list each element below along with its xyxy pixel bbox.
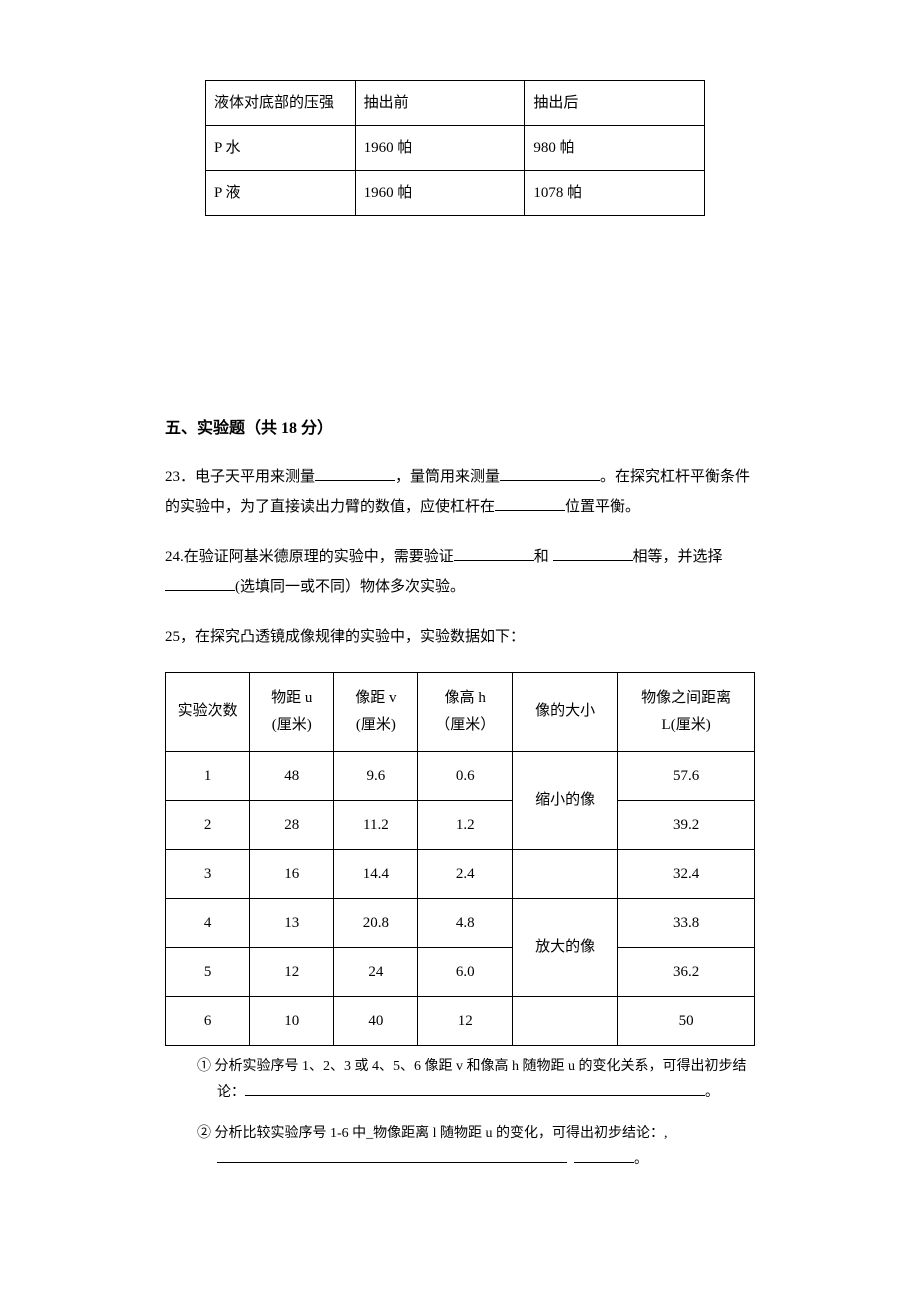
table-cell: 1960 帕 — [355, 126, 525, 171]
table-cell: 2 — [166, 800, 250, 849]
table-cell: 32.4 — [618, 849, 755, 898]
lens-data-table: 实验次数 物距 u(厘米) 像距 v(厘米) 像高 h（厘米） 像的大小 物像之… — [165, 672, 755, 1046]
q23-text: ，量筒用来测量 — [395, 469, 500, 485]
table-header-cell: 像的大小 — [513, 672, 618, 751]
table-row: 2 28 11.2 1.2 39.2 — [166, 800, 755, 849]
sub1-end: 。 — [705, 1085, 719, 1100]
blank-field — [165, 590, 235, 591]
table-row: 5 12 24 6.0 36.2 — [166, 947, 755, 996]
table-cell — [513, 849, 618, 898]
q24-text: 相等，并选择 — [633, 549, 723, 565]
table-cell: 10 — [250, 996, 334, 1045]
table-cell-merged: 放大的像 — [513, 898, 618, 996]
table-cell: 3 — [166, 849, 250, 898]
q24-text: (选填同一或不同）物体多次实验。 — [235, 579, 465, 595]
table-cell — [513, 996, 618, 1045]
table-cell: 1078 帕 — [525, 171, 705, 216]
table-cell: 11.2 — [334, 800, 418, 849]
table-cell: 13 — [250, 898, 334, 947]
question-24: 24.在验证阿基米德原理的实验中，需要验证 和 相等，并选择 (选填同一或不同）物体… — [165, 542, 755, 602]
table-cell: 39.2 — [618, 800, 755, 849]
q24-text: 24.在验证阿基米德原理的实验中，需要验证 — [165, 549, 454, 565]
table-header-cell: 液体对底部的压强 — [206, 81, 356, 126]
marker: ① — [197, 1059, 211, 1074]
blank-field — [500, 480, 600, 481]
table-cell: 12 — [250, 947, 334, 996]
blank-field — [305, 1095, 705, 1096]
table-row: 1 48 9.6 0.6 缩小的像 57.6 — [166, 751, 755, 800]
sub2-end: 。 — [634, 1152, 648, 1167]
question-23: 23．电子天平用来测量，量筒用来测量。在探究杠杆平衡条件的实验中，为了直接读出力… — [165, 462, 755, 522]
table-cell: 40 — [334, 996, 418, 1045]
table-row: P 水 1960 帕 980 帕 — [206, 126, 705, 171]
blank-field — [553, 560, 633, 561]
table-cell: 1960 帕 — [355, 171, 525, 216]
table-cell: 9.6 — [334, 751, 418, 800]
table-header-cell: 抽出前 — [355, 81, 525, 126]
table-cell: 16 — [250, 849, 334, 898]
blank-field — [245, 1095, 305, 1096]
table-cell: 6.0 — [418, 947, 513, 996]
table-cell: 36.2 — [618, 947, 755, 996]
table-row: 6 10 40 12 50 — [166, 996, 755, 1045]
question-25-intro: 25，在探究凸透镜成像规律的实验中，实验数据如下： — [165, 622, 755, 652]
table-header-cell: 物距 u(厘米) — [250, 672, 334, 751]
table-cell: 5 — [166, 947, 250, 996]
blank-field — [454, 560, 534, 561]
table-cell: 4.8 — [418, 898, 513, 947]
table-header-row: 实验次数 物距 u(厘米) 像距 v(厘米) 像高 h（厘米） 像的大小 物像之… — [166, 672, 755, 751]
q23-text: 23．电子天平用来测量 — [165, 469, 315, 485]
pressure-table: 液体对底部的压强 抽出前 抽出后 P 水 1960 帕 980 帕 P 液 19… — [205, 80, 705, 216]
table-row: 4 13 20.8 4.8 放大的像 33.8 — [166, 898, 755, 947]
table-cell: 20.8 — [334, 898, 418, 947]
table-cell: 28 — [250, 800, 334, 849]
table-cell: 33.8 — [618, 898, 755, 947]
table-cell: 0.6 — [418, 751, 513, 800]
table-row: P 液 1960 帕 1078 帕 — [206, 171, 705, 216]
q24-text: 和 — [534, 549, 553, 565]
sub-question-2: ② 分析比较实验序号 1-6 中_物像距离 l 随物距 u 的变化，可得出初步结… — [197, 1121, 755, 1174]
table-cell: 24 — [334, 947, 418, 996]
blank-field — [315, 480, 395, 481]
table-cell: P 水 — [206, 126, 356, 171]
table-cell: 1 — [166, 751, 250, 800]
table-cell: 57.6 — [618, 751, 755, 800]
table-header-cell: 实验次数 — [166, 672, 250, 751]
table-cell: 1.2 — [418, 800, 513, 849]
table-cell: 980 帕 — [525, 126, 705, 171]
q23-text: 位置平衡。 — [565, 499, 640, 515]
table-cell: 6 — [166, 996, 250, 1045]
blank-field — [574, 1162, 634, 1163]
blank-field — [217, 1162, 567, 1163]
table-cell: P 液 — [206, 171, 356, 216]
table-cell: 12 — [418, 996, 513, 1045]
table-cell: 4 — [166, 898, 250, 947]
table-header-cell: 像高 h（厘米） — [418, 672, 513, 751]
table-cell: 48 — [250, 751, 334, 800]
blank-field — [495, 510, 565, 511]
sub1-text: 分析实验序号 1、2、3 或 4、5、6 像距 v 和像高 h 随物距 u 的变… — [211, 1059, 747, 1101]
marker: ② — [197, 1126, 211, 1141]
table-header-cell: 抽出后 — [525, 81, 705, 126]
table-header-cell: 物像之间距离L(厘米) — [618, 672, 755, 751]
section-title: 五、实验题（共 18 分） — [165, 416, 755, 442]
table-cell: 50 — [618, 996, 755, 1045]
table-row: 3 16 14.4 2.4 32.4 — [166, 849, 755, 898]
sub-question-1: ① 分析实验序号 1、2、3 或 4、5、6 像距 v 和像高 h 随物距 u … — [197, 1054, 755, 1107]
table-cell-merged: 缩小的像 — [513, 751, 618, 849]
table-row: 液体对底部的压强 抽出前 抽出后 — [206, 81, 705, 126]
sub2-text: 分析比较实验序号 1-6 中_物像距离 l 随物距 u 的变化，可得出初步结论：… — [211, 1126, 668, 1141]
table-header-cell: 像距 v(厘米) — [334, 672, 418, 751]
table-cell: 2.4 — [418, 849, 513, 898]
table-cell: 14.4 — [334, 849, 418, 898]
